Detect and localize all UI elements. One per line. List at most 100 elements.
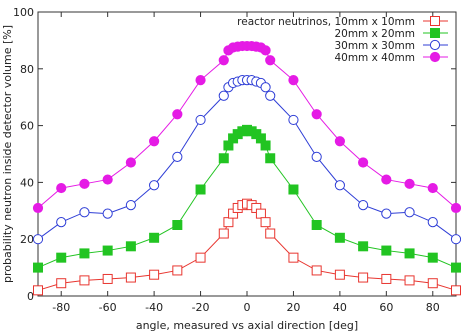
data-point	[56, 252, 67, 263]
data-point	[32, 234, 44, 245]
x-tick-label: 0	[244, 301, 251, 314]
data-point	[125, 272, 136, 283]
data-point	[33, 262, 43, 273]
data-point	[149, 136, 160, 147]
data-point	[288, 114, 299, 126]
series-1	[33, 198, 461, 296]
x-tick-label: -20	[192, 301, 210, 314]
legend-marker	[430, 16, 440, 26]
data-point	[79, 248, 90, 259]
data-point	[125, 200, 136, 211]
data-point	[358, 241, 369, 252]
data-point	[311, 220, 322, 230]
data-point	[255, 208, 266, 219]
data-point	[381, 245, 392, 256]
data-point	[334, 180, 345, 191]
data-point	[260, 217, 271, 228]
legend-marker	[429, 51, 441, 63]
data-point	[381, 208, 392, 219]
data-point	[218, 55, 229, 66]
data-point	[172, 220, 183, 230]
data-point	[102, 273, 113, 284]
data-point	[311, 151, 322, 162]
legend-label: 20mm x 20mm	[334, 28, 415, 40]
data-point	[172, 109, 183, 120]
data-point	[56, 217, 67, 228]
data-point	[172, 151, 183, 162]
data-point	[102, 245, 113, 256]
data-point	[288, 75, 299, 86]
data-point	[334, 269, 345, 280]
data-point	[102, 208, 113, 219]
data-point	[404, 178, 415, 189]
data-point	[56, 182, 67, 194]
data-point	[450, 234, 461, 245]
legend-marker	[429, 39, 441, 51]
data-point	[32, 202, 44, 214]
data-point	[451, 285, 461, 296]
data-point	[450, 202, 461, 214]
data-point	[56, 278, 67, 289]
x-tick-label: -40	[145, 301, 163, 314]
data-point	[358, 200, 369, 211]
y-tick-label: 20	[20, 233, 34, 246]
data-point	[381, 174, 392, 185]
series-3	[32, 75, 461, 245]
x-tick-label: 80	[426, 301, 440, 314]
data-point	[260, 82, 271, 93]
data-point	[125, 157, 136, 168]
data-point	[265, 153, 276, 164]
x-tick-label: -80	[52, 301, 70, 314]
data-point	[334, 232, 345, 243]
data-point	[427, 278, 438, 289]
data-point	[358, 157, 369, 168]
y-tick-label: 100	[13, 6, 34, 19]
data-point	[218, 228, 229, 239]
series-4	[32, 40, 461, 214]
data-point	[79, 178, 90, 189]
data-point	[334, 136, 345, 147]
data-point	[195, 75, 206, 86]
data-point	[125, 241, 136, 252]
data-point	[149, 180, 160, 191]
y-tick-label: 40	[20, 176, 34, 189]
x-tick-label: 40	[333, 301, 347, 314]
data-point	[265, 90, 276, 101]
y-tick-label: 0	[27, 290, 34, 303]
data-point	[265, 228, 276, 239]
x-tick-label: -60	[99, 301, 117, 314]
data-point	[381, 273, 392, 284]
data-point	[427, 252, 438, 263]
data-point	[404, 207, 415, 218]
series-line	[37, 79, 457, 240]
legend-label: 40mm x 40mm	[334, 52, 415, 64]
axis-ticks: -80 -60 -40 -20 0 20 40 60 80 0 20 40 60 80 100	[13, 6, 456, 314]
y-tick-label: 80	[20, 63, 34, 76]
data-point	[218, 153, 229, 164]
data-point	[404, 275, 415, 286]
data-point	[427, 182, 438, 194]
data-point	[404, 248, 415, 259]
x-tick-label: 20	[286, 301, 300, 314]
data-point	[288, 184, 299, 195]
data-point	[265, 55, 276, 66]
y-axis-title: probability neutron inside detector volu…	[1, 25, 14, 283]
data-point	[451, 262, 461, 273]
series-layer	[32, 40, 461, 296]
legend-label: reactor neutrinos, 10mm x 10mm	[237, 16, 415, 28]
data-point	[260, 140, 271, 151]
series-2	[33, 124, 461, 273]
legend-marker	[430, 28, 440, 38]
data-point	[223, 217, 234, 228]
data-point	[358, 272, 369, 283]
data-point	[260, 45, 271, 56]
data-point	[102, 174, 113, 185]
data-point	[288, 252, 299, 263]
legend-label: 30mm x 30mm	[334, 40, 415, 52]
data-point	[195, 114, 206, 126]
data-point	[218, 90, 229, 101]
data-point	[311, 265, 322, 276]
